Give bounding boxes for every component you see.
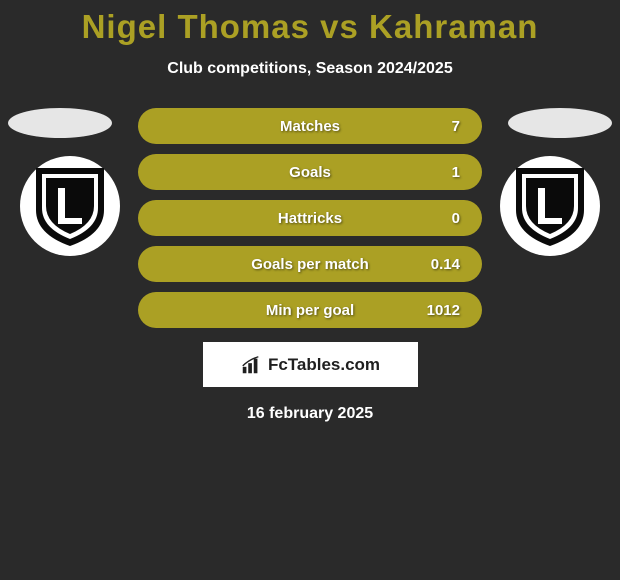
stat-value: 0.14 <box>431 256 460 273</box>
date-text: 16 february 2025 <box>0 405 620 423</box>
stat-row: Goals per match 0.14 <box>138 246 482 282</box>
stat-value: 0 <box>452 210 460 227</box>
badge-circle <box>20 156 120 256</box>
ellipse-right <box>508 108 612 138</box>
page-title: Nigel Thomas vs Kahraman <box>0 8 620 46</box>
shield-icon <box>512 164 588 248</box>
club-badge-left <box>20 156 120 256</box>
subtitle: Club competitions, Season 2024/2025 <box>0 60 620 78</box>
stat-label: Hattricks <box>278 210 342 227</box>
stats-column: Matches 7 Goals 1 Hattricks 0 Goals per … <box>138 108 482 328</box>
stat-row: Goals 1 <box>138 154 482 190</box>
stat-row: Matches 7 <box>138 108 482 144</box>
stat-label: Goals per match <box>251 256 369 273</box>
ellipse-left <box>8 108 112 138</box>
stat-label: Matches <box>280 118 340 135</box>
stat-label: Min per goal <box>266 302 354 319</box>
stat-row: Hattricks 0 <box>138 200 482 236</box>
stat-value: 1012 <box>427 302 460 319</box>
shield-icon <box>32 164 108 248</box>
stat-label: Goals <box>289 164 331 181</box>
brand-text: FcTables.com <box>268 355 380 375</box>
stat-value: 7 <box>452 118 460 135</box>
badge-circle <box>500 156 600 256</box>
stat-row: Min per goal 1012 <box>138 292 482 328</box>
content-wrap: Matches 7 Goals 1 Hattricks 0 Goals per … <box>0 108 620 328</box>
bar-chart-icon <box>240 354 262 376</box>
brand-box: FcTables.com <box>203 342 418 387</box>
stat-value: 1 <box>452 164 460 181</box>
infographic-container: Nigel Thomas vs Kahraman Club competitio… <box>0 0 620 423</box>
club-badge-right <box>500 156 600 256</box>
